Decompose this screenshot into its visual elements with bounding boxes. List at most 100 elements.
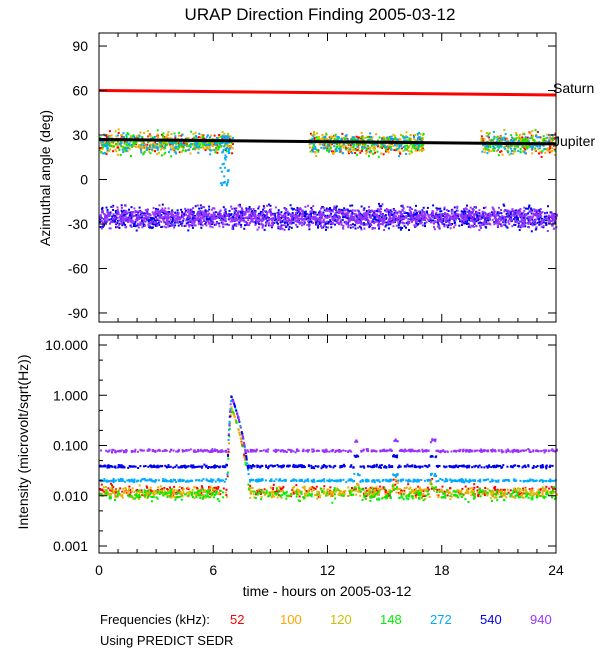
- point-940khz: [550, 215, 553, 218]
- point-148khz: [208, 142, 211, 145]
- point-120khz: [482, 148, 485, 151]
- point-540khz: [199, 223, 202, 226]
- point-272khz: [405, 153, 408, 155]
- point-940khz: [446, 218, 449, 221]
- point-540khz: [188, 217, 191, 220]
- point-272khz: [153, 135, 156, 138]
- point-940khz: [130, 219, 133, 221]
- point-540khz: [443, 208, 446, 211]
- point-540khz: [248, 217, 251, 219]
- point-148khz: [175, 141, 178, 144]
- point-940khz: [192, 207, 195, 210]
- point-120khz: [399, 133, 402, 136]
- point-540khz: [226, 223, 229, 226]
- point-120khz: [552, 135, 555, 138]
- point-540khz: [120, 215, 123, 218]
- point-148khz: [383, 138, 386, 141]
- point-940khz: [379, 223, 382, 225]
- point-148khz: [203, 143, 206, 146]
- point-120khz: [383, 143, 386, 146]
- point-148khz: [161, 134, 164, 137]
- point-272khz: [222, 135, 225, 138]
- point-120khz: [156, 153, 159, 156]
- point-272khz: [333, 145, 336, 148]
- point-940khz: [166, 211, 169, 214]
- point-940khz: [517, 211, 520, 213]
- point-148khz: [325, 133, 328, 136]
- point-540khz: [99, 218, 102, 221]
- point-272khz: [335, 150, 338, 153]
- point-940khz: [220, 214, 223, 217]
- point-940khz: [553, 216, 555, 219]
- point-52khz: [213, 143, 216, 146]
- point-940khz: [308, 218, 311, 221]
- point-940khz: [475, 211, 478, 214]
- point-148khz: [420, 137, 423, 140]
- point-540khz: [330, 226, 333, 229]
- point-272khz: [380, 139, 383, 142]
- point-940khz: [449, 227, 452, 230]
- point-272khz: [535, 135, 537, 138]
- point-272khz: [512, 139, 515, 142]
- point-940khz: [106, 219, 109, 222]
- point-940khz: [301, 215, 304, 218]
- point-148khz: [361, 138, 364, 141]
- point-940khz: [492, 208, 495, 211]
- point-540khz: [365, 210, 368, 212]
- point-940khz: [466, 210, 469, 213]
- point-272khz: [216, 137, 218, 140]
- point-52khz: [99, 489, 102, 491]
- point-52khz: [178, 151, 181, 154]
- point-148khz: [406, 144, 408, 147]
- point-940khz: [143, 220, 146, 223]
- point-940khz: [116, 226, 119, 228]
- point-540khz: [453, 206, 456, 209]
- point-940khz: [191, 212, 194, 215]
- point-940khz: [450, 216, 453, 218]
- point-940khz: [331, 222, 334, 225]
- point-940khz: [548, 214, 550, 217]
- point-148khz: [513, 144, 516, 147]
- point-100khz: [514, 150, 517, 153]
- point-940khz: [414, 221, 417, 223]
- point-52khz: [441, 485, 444, 488]
- point-940khz: [109, 227, 112, 230]
- point-540khz: [248, 206, 251, 208]
- point-100khz: [413, 138, 416, 141]
- point-120khz: [549, 137, 552, 140]
- point-940khz: [511, 208, 514, 211]
- point-148khz: [333, 138, 336, 141]
- point-940khz: [251, 215, 254, 217]
- point-940khz: [166, 212, 169, 215]
- point-940khz: [322, 220, 325, 223]
- point-148khz: [384, 146, 386, 149]
- point-940khz: [378, 217, 381, 220]
- point-540khz: [401, 214, 404, 217]
- point-540khz: [151, 226, 154, 229]
- point-940khz: [174, 217, 177, 220]
- point-540khz: [286, 221, 289, 224]
- point-540khz: [208, 205, 211, 208]
- point-120khz: [421, 138, 424, 141]
- point-272khz: [398, 146, 401, 149]
- point-120khz: [321, 136, 324, 139]
- point-148khz: [380, 145, 383, 148]
- point-940khz: [266, 204, 269, 207]
- point-540khz: [310, 220, 313, 223]
- point-100khz: [393, 135, 396, 137]
- point-148khz: [519, 148, 522, 151]
- point-120khz: [546, 148, 549, 151]
- point-540khz: [99, 220, 102, 223]
- point-940khz: [502, 223, 505, 226]
- point-272khz: [218, 143, 221, 145]
- point-940khz: [257, 220, 260, 223]
- point-148khz: [421, 144, 424, 147]
- point-148khz: [522, 145, 525, 148]
- point-272khz: [156, 148, 159, 151]
- point-940khz: [453, 218, 456, 221]
- point-148khz: [498, 146, 500, 149]
- point-540khz: [286, 223, 289, 226]
- point-940khz: [369, 222, 372, 225]
- point-940khz: [415, 220, 418, 223]
- point-100khz: [314, 151, 317, 154]
